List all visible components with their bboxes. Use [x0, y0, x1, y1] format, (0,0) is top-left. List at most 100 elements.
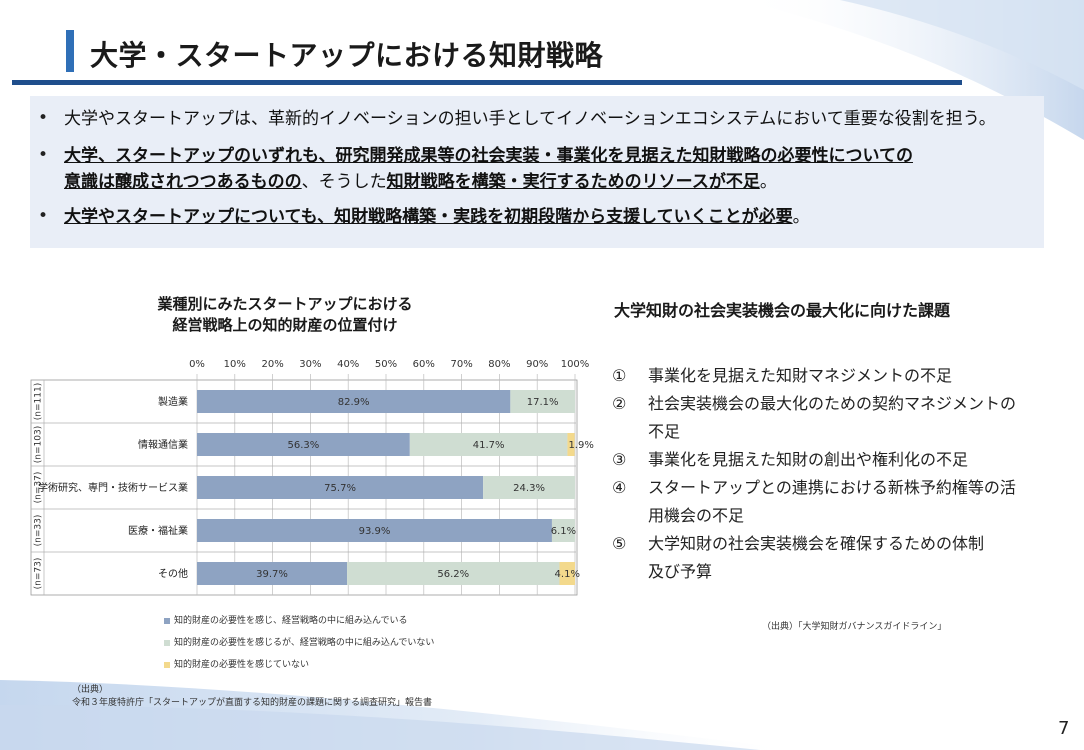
- data-label: 1.9%: [568, 440, 593, 451]
- legend-item: 知的財産の必要性を感じていない: [164, 658, 564, 672]
- category-label: 情報通信業: [138, 438, 188, 451]
- x-tick-label: 90%: [526, 359, 548, 370]
- category-label: 医療・福祉業: [128, 524, 188, 537]
- legend-swatch: [164, 661, 170, 668]
- data-label: 17.1%: [527, 397, 559, 408]
- data-label: 56.3%: [288, 440, 320, 451]
- bar-segment: [567, 433, 575, 456]
- issue-item-3: 事業化を見据えた知財の創出や権利化の不足: [648, 446, 1038, 474]
- data-label: 82.9%: [338, 397, 370, 408]
- summary-bullet-2: 大学、スタートアップのいずれも、研究開発成果等の社会実装・事業化を見据えた知財戦…: [64, 143, 1039, 195]
- x-tick-label: 60%: [413, 359, 435, 370]
- sample-size-label: (n=33): [34, 515, 44, 547]
- issues-source: （出典）「大学知財ガバナンスガイドライン」: [762, 622, 947, 632]
- data-label: 75.7%: [324, 483, 356, 494]
- issue-line: 社会実装機会の最大化のための契約マネジメントの: [648, 394, 1017, 413]
- x-tick-label: 0%: [189, 359, 205, 370]
- emphasis-text: 大学やスタートアップについても、知財戦略構築・実践を初期段階から支援していくこと…: [64, 207, 793, 227]
- x-tick-label: 30%: [299, 359, 321, 370]
- issue-item-1: 事業化を見据えた知財マネジメントの不足: [648, 362, 1038, 390]
- issue-number: ④: [612, 478, 627, 497]
- chart-frame: [30, 379, 578, 596]
- issue-line: 大学知財の社会実装機会を確保するための体制: [648, 534, 985, 553]
- chart-source-text: 令和３年度特許庁「スタートアップが直面する知的財産の課題に関する調査研究」報告書: [72, 698, 433, 708]
- x-tick-label: 40%: [337, 359, 359, 370]
- summary-bullet-1: 大学やスタートアップは、革新的イノベーションの担い手としてイノベーションエコシス…: [64, 106, 1039, 132]
- issue-number: ③: [612, 450, 627, 469]
- legend-swatch: [164, 617, 170, 624]
- category-label: 学術研究、専門・技術サービス業: [38, 481, 188, 494]
- issue-item-2: 社会実装機会の最大化のための契約マネジメントの 不足: [648, 390, 1038, 446]
- bullet-marker: •: [38, 145, 49, 165]
- data-label: 39.7%: [256, 569, 288, 580]
- data-label: 41.7%: [473, 440, 505, 451]
- emphasis-text: 意識は醸成されつつあるものの: [64, 172, 302, 192]
- stacked-bar-chart: 0% 10% 20% 30% 40% 50% 60% 70% 80% 90% 100% (n=111)…: [30, 359, 594, 596]
- body-text: 大学やスタートアップは、革新的イノベーションの担い手としてイノベーションエコシス…: [64, 109, 996, 129]
- category-label: その他: [158, 567, 188, 580]
- x-tick-label: 70%: [450, 359, 472, 370]
- chart-title-line1: 業種別にみたスタートアップにおける: [157, 295, 413, 313]
- issue-item-4: スタートアップとの連携における新株予約権等の活 用機会の不足: [648, 474, 1038, 530]
- body-text: 。: [759, 172, 777, 192]
- summary-line: 意識は醸成されつつあるものの、そうした知財戦略を構築・実行するためのリソースが不…: [64, 169, 1039, 195]
- summary-box: [30, 96, 1044, 248]
- issue-number: ②: [612, 394, 627, 413]
- body-text: 。: [792, 207, 810, 227]
- sample-size-label: (n=103): [34, 426, 44, 463]
- bar-segment: [510, 390, 575, 413]
- chart-title: 業種別にみたスタートアップにおける 経営戦略上の知的財産の位置付け: [120, 294, 450, 336]
- bar-segment: [559, 562, 575, 585]
- summary-bullet-3: 大学やスタートアップについても、知財戦略構築・実践を初期段階から支援していくこと…: [64, 204, 1039, 230]
- issues-title: 大学知財の社会実装機会の最大化に向けた課題: [614, 301, 951, 320]
- legend-label: 知的財産の必要性を感じるが、経営戦略の中に組み込んでいない: [174, 638, 435, 648]
- page-title: 大学・スタートアップにおける知財戦略: [90, 39, 604, 72]
- legend-item: 知的財産の必要性を感じるが、経営戦略の中に組み込んでいない: [164, 636, 564, 650]
- bar-segment: [197, 433, 410, 456]
- emphasis-text: 知財戦略を構築・実行するためのリソースが不足: [386, 172, 760, 192]
- issue-line: 不足: [648, 422, 681, 441]
- summary-line: 大学、スタートアップのいずれも、研究開発成果等の社会実装・事業化を見据えた知財戦…: [64, 143, 1039, 169]
- bar-segment: [347, 562, 560, 585]
- data-label: 56.2%: [437, 569, 469, 580]
- legend-swatch: [164, 639, 170, 646]
- issue-number: ⑤: [612, 534, 627, 553]
- bar-segment: [409, 433, 568, 456]
- issue-line: 用機会の不足: [648, 506, 745, 525]
- legend-label: 知的財産の必要性を感じ、経営戦略の中に組み込んでいる: [174, 616, 408, 626]
- bar-segment: [197, 476, 484, 499]
- issue-line: スタートアップとの連携における新株予約権等の活: [648, 478, 1016, 497]
- x-tick-label: 10%: [224, 359, 246, 370]
- bar-segment: [197, 519, 552, 542]
- title-accent-bar: [66, 30, 74, 72]
- chart-title-line2: 経営戦略上の知的財産の位置付け: [172, 316, 398, 334]
- bar-segment: [197, 390, 511, 413]
- data-label: 4.1%: [555, 569, 580, 580]
- legend-item: 知的財産の必要性を感じ、経営戦略の中に組み込んでいる: [164, 614, 564, 628]
- bar-segment: [551, 519, 575, 542]
- issue-item-5: 大学知財の社会実装機会を確保するための体制 及び予算: [648, 530, 1038, 586]
- data-label: 93.9%: [359, 526, 391, 537]
- sample-size-label: (n=111): [34, 383, 44, 420]
- issue-line: 及び予算: [648, 562, 713, 581]
- chart-source-label: （出典）: [72, 685, 109, 695]
- bullet-marker: •: [38, 206, 49, 226]
- x-tick-label: 80%: [488, 359, 510, 370]
- x-tick-label: 50%: [375, 359, 397, 370]
- bar-segment: [483, 476, 575, 499]
- issue-line: 事業化を見据えた知財マネジメントの不足: [648, 366, 953, 385]
- x-tick-label: 20%: [261, 359, 283, 370]
- bullet-marker: •: [38, 108, 49, 128]
- x-tick-label: 100%: [561, 359, 590, 370]
- issue-line: 事業化を見据えた知財の創出や権利化の不足: [648, 450, 969, 469]
- bar-segment: [197, 562, 348, 585]
- sample-size-label: (n=37): [34, 472, 44, 504]
- summary-line: 大学やスタートアップは、革新的イノベーションの担い手としてイノベーションエコシス…: [64, 106, 1039, 132]
- title-underline: [12, 80, 962, 85]
- legend-label: 知的財産の必要性を感じていない: [174, 660, 310, 670]
- sample-size-label: (n=73): [34, 558, 44, 590]
- chart-source: （出典） 令和３年度特許庁「スタートアップが直面する知的財産の課題に関する調査研…: [72, 684, 432, 710]
- page-number: 7: [1058, 718, 1070, 739]
- body-text: 、そうした: [301, 172, 387, 192]
- summary-line: 大学やスタートアップについても、知財戦略構築・実践を初期段階から支援していくこと…: [64, 204, 1039, 230]
